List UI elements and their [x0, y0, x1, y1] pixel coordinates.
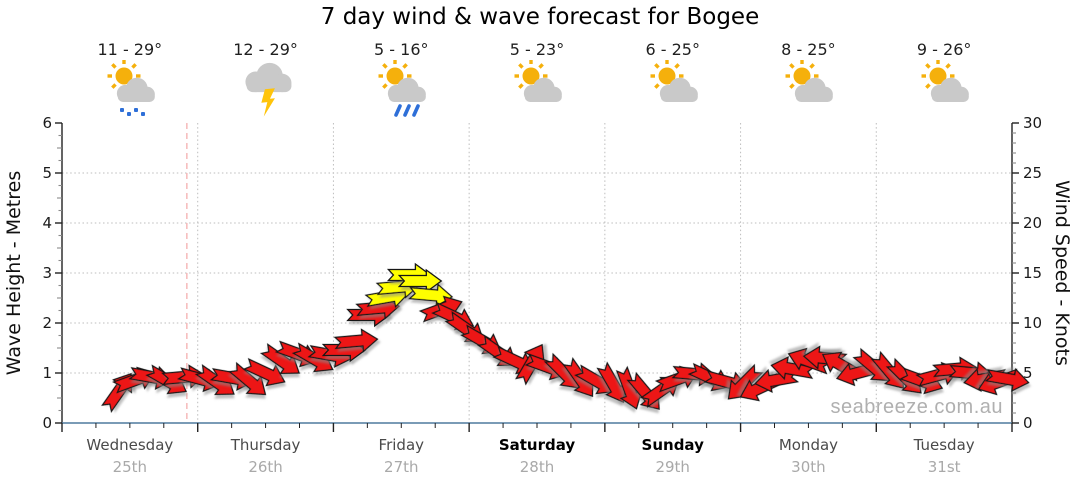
wave-height-tick-label: 2: [42, 314, 52, 332]
weather-icon-slot-friday: [369, 59, 433, 122]
weather-icon-rain-showers: [378, 59, 427, 117]
temp-range-thursday: 12 - 29°: [233, 40, 298, 59]
weather-icon-slot-monday: [776, 59, 840, 122]
wind-arrow: [228, 361, 267, 396]
weather-icon-thunderstorm: [245, 62, 292, 117]
weather-icon-partly-cloudy: [785, 59, 834, 102]
date-label-friday: 27th: [384, 458, 419, 476]
wind-arrow: [259, 343, 301, 375]
wind-arrow: [984, 367, 1030, 393]
day-label-saturday: Saturday: [498, 436, 576, 454]
weather-icon-partly-cloudy: [650, 59, 698, 102]
temp-range-saturday: 5 - 23°: [509, 40, 565, 59]
weather-icon-slot-sunday: [641, 59, 705, 122]
date-label-wednesday: 25th: [112, 458, 148, 476]
chart-title: 7 day wind & wave forecast for Bogee: [320, 4, 760, 30]
weather-icon-slot-wednesday: [98, 59, 162, 122]
weather-icon-slot-saturday: [505, 59, 569, 122]
day-label-monday: Monday: [778, 436, 839, 454]
weather-icon-slot-thursday: [234, 60, 298, 122]
wind-arrow: [242, 357, 286, 387]
weather-icon-slot-tuesday: [912, 59, 976, 122]
wind-speed-tick-label: 5: [1023, 364, 1033, 382]
weather-icon-partly-cloudy: [514, 59, 562, 102]
wind-arrow: [770, 355, 816, 381]
day-label-sunday: Sunday: [641, 436, 704, 454]
wave-height-tick-label: 1: [42, 364, 52, 382]
temp-range-monday: 8 - 25°: [781, 40, 836, 59]
wind-speed-tick-label: 0: [1023, 414, 1033, 432]
weather-icon-partly-cloudy: [921, 59, 969, 102]
date-label-sunday: 29th: [655, 458, 690, 476]
wind-speed-tick-label: 15: [1023, 264, 1042, 282]
date-label-monday: 30th: [791, 458, 826, 476]
temp-range-wednesday: 11 - 29°: [97, 40, 163, 59]
day-label-thursday: Thursday: [230, 436, 301, 454]
date-label-thursday: 26th: [248, 458, 283, 476]
date-label-tuesday: 31st: [927, 458, 961, 476]
day-label-friday: Friday: [378, 436, 425, 454]
temp-range-friday: 5 - 16°: [374, 40, 429, 59]
weather-icon-partly-cloudy-drizzle: [107, 59, 155, 116]
day-label-tuesday: Tuesday: [913, 436, 975, 454]
temp-range-tuesday: 9 - 26°: [916, 40, 972, 59]
watermark: seabreeze.com.au: [830, 396, 1003, 418]
date-label-saturday: 28th: [519, 458, 555, 476]
wind-speed-tick-label: 10: [1023, 314, 1042, 332]
wave-height-tick-label: 3: [42, 264, 52, 282]
wind-arrow: [333, 328, 379, 353]
day-label-wednesday: Wednesday: [86, 436, 174, 454]
wind-arrows-layer: [101, 262, 1030, 413]
wind-speed-tick-label: 25: [1023, 164, 1042, 182]
wave-height-tick-label: 6: [42, 114, 52, 132]
wave-height-tick-label: 0: [42, 414, 52, 432]
temp-range-sunday: 6 - 25°: [645, 40, 700, 59]
wind-speed-tick-label: 30: [1023, 114, 1042, 132]
wave-height-tick-label: 5: [42, 164, 52, 182]
wind-speed-tick-label: 20: [1023, 214, 1042, 232]
wave-height-tick-label: 4: [42, 214, 52, 232]
